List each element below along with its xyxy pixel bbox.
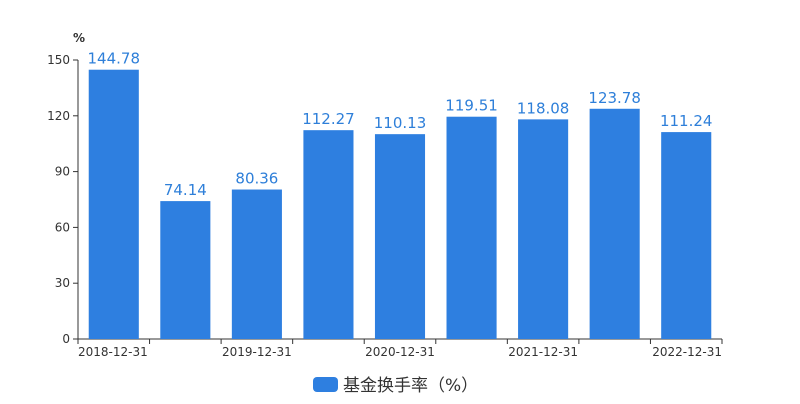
x-tick-label: 2018-12-31 [78, 345, 148, 359]
y-tick-label: 30 [55, 276, 70, 290]
bar[interactable] [160, 201, 211, 339]
x-axis: 2018-12-31 2019-12-31 2020-12-31 2021-12-31… [77, 338, 723, 359]
data-label: 112.27 [302, 110, 355, 128]
legend[interactable]: 基金换手率（%） [313, 376, 478, 396]
x-tick-label: 2020-12-31 [365, 345, 435, 359]
legend-swatch [313, 377, 338, 392]
y-tick-label: 60 [55, 220, 70, 234]
bar[interactable] [589, 108, 640, 340]
y-axis: 0 30 60 90 120 150 [47, 53, 79, 346]
bar[interactable] [518, 119, 569, 339]
y-tick-label: 0 [62, 332, 70, 346]
data-label: 144.78 [88, 50, 141, 68]
x-tick-label: 2019-12-31 [222, 345, 292, 359]
data-label: 119.51 [445, 97, 498, 115]
bar[interactable] [374, 134, 426, 339]
legend-label: 基金换手率（%） [343, 376, 478, 396]
data-label: 118.08 [517, 99, 570, 117]
data-label: 111.24 [660, 112, 713, 130]
y-axis-unit-label: % [73, 31, 85, 45]
bar[interactable] [661, 132, 712, 339]
bar[interactable] [446, 116, 497, 340]
x-tick-label: 2021-12-31 [508, 345, 578, 359]
y-tick-label: 150 [47, 53, 70, 67]
x-tick-label: 2022-12-31 [652, 345, 722, 359]
y-tick-label: 120 [47, 109, 70, 123]
y-tick-label: 90 [55, 165, 70, 179]
data-label: 123.78 [588, 89, 641, 107]
data-label: 110.13 [374, 114, 427, 132]
data-label: 74.14 [164, 181, 207, 199]
bar[interactable] [88, 69, 139, 339]
bar[interactable] [231, 189, 282, 339]
data-labels: 144.78 74.14 80.36 112.27 110.13 119.51 118.08… [88, 50, 713, 199]
bar[interactable] [303, 130, 354, 339]
data-label: 80.36 [235, 170, 278, 188]
bar-series [88, 69, 712, 340]
